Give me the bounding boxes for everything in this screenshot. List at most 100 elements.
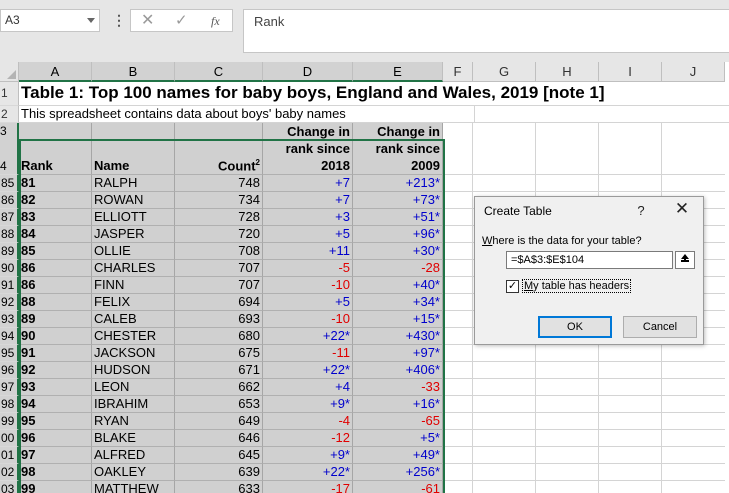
empty-cell[interactable] xyxy=(473,345,536,362)
cell-count[interactable]: 720 xyxy=(175,226,263,243)
cell-change-2018[interactable]: -17 xyxy=(263,481,353,493)
cell-rank[interactable]: 81 xyxy=(19,175,92,192)
cell-name[interactable]: IBRAHIM xyxy=(92,396,175,413)
empty-cell[interactable] xyxy=(443,464,473,481)
header-count[interactable]: Count2 xyxy=(175,123,263,175)
empty-cell[interactable] xyxy=(662,464,725,481)
empty-cell[interactable] xyxy=(662,396,725,413)
row-header[interactable]: 93 xyxy=(0,311,19,328)
col-header-h[interactable]: H xyxy=(536,62,599,82)
cell-name[interactable]: OAKLEY xyxy=(92,464,175,481)
cell-change-2018[interactable]: +22* xyxy=(263,362,353,379)
empty-cell[interactable] xyxy=(473,175,536,192)
cell-name[interactable]: JASPER xyxy=(92,226,175,243)
cancel-formula-icon[interactable]: ✕ xyxy=(141,12,155,29)
row-header[interactable]: 00 xyxy=(0,430,19,447)
empty-cell[interactable] xyxy=(536,362,599,379)
cell-change-2018[interactable]: -12 xyxy=(263,430,353,447)
col-header-c[interactable]: C xyxy=(175,62,263,82)
table-description[interactable]: This spreadsheet contains data about boy… xyxy=(19,106,475,123)
headers-checkbox-label[interactable]: My table has headers xyxy=(522,279,632,293)
row-header[interactable]: 86 xyxy=(0,192,19,209)
cell-name[interactable]: BLAKE xyxy=(92,430,175,447)
cell-change-2009[interactable]: +51* xyxy=(353,209,443,226)
empty-cell[interactable] xyxy=(599,481,662,493)
cell-name[interactable]: ALFRED xyxy=(92,447,175,464)
empty-cell[interactable] xyxy=(662,362,725,379)
cell-name[interactable]: HUDSON xyxy=(92,362,175,379)
empty-cell[interactable] xyxy=(443,481,473,493)
empty-cell[interactable] xyxy=(443,328,473,345)
cell-rank[interactable]: 96 xyxy=(19,430,92,447)
cell-count[interactable]: 633 xyxy=(175,481,263,493)
cell-count[interactable]: 707 xyxy=(175,260,263,277)
cell-count[interactable]: 675 xyxy=(175,345,263,362)
cell-rank[interactable]: 86 xyxy=(19,260,92,277)
empty-cell[interactable] xyxy=(443,413,473,430)
cell-count[interactable]: 694 xyxy=(175,294,263,311)
row-header[interactable]: 94 xyxy=(0,328,19,345)
col-header-d[interactable]: D xyxy=(263,62,353,82)
empty-cell[interactable] xyxy=(443,362,473,379)
cell-change-2018[interactable]: +7 xyxy=(263,175,353,192)
empty-cell[interactable] xyxy=(536,430,599,447)
empty-cell[interactable] xyxy=(599,175,662,192)
cell-change-2009[interactable]: +256* xyxy=(353,464,443,481)
cell-change-2018[interactable]: -10 xyxy=(263,277,353,294)
cell-count[interactable]: 748 xyxy=(175,175,263,192)
cell-name[interactable]: FINN xyxy=(92,277,175,294)
empty-cell[interactable] xyxy=(662,175,725,192)
cell-rank[interactable]: 90 xyxy=(19,328,92,345)
cell-count[interactable]: 645 xyxy=(175,447,263,464)
cell-change-2009[interactable]: +430* xyxy=(353,328,443,345)
empty-cell[interactable] xyxy=(599,464,662,481)
select-all-button[interactable] xyxy=(0,62,19,82)
header-rank[interactable]: Rank xyxy=(19,123,92,175)
cell-change-2018[interactable]: -10 xyxy=(263,311,353,328)
cell-rank[interactable]: 83 xyxy=(19,209,92,226)
empty-cell[interactable] xyxy=(662,481,725,493)
cell-change-2009[interactable]: -61 xyxy=(353,481,443,493)
empty-cell[interactable] xyxy=(599,396,662,413)
cell-change-2018[interactable]: +3 xyxy=(263,209,353,226)
empty-cell[interactable] xyxy=(443,294,473,311)
enter-formula-icon[interactable]: ✓ xyxy=(175,12,188,29)
row-header-2[interactable]: 2 xyxy=(0,106,19,123)
empty-cell[interactable] xyxy=(443,226,473,243)
close-icon[interactable]: ✕ xyxy=(674,199,690,218)
headers-checkbox[interactable]: ✓ xyxy=(506,280,519,293)
empty-cell[interactable] xyxy=(473,447,536,464)
cell-change-2009[interactable]: +40* xyxy=(353,277,443,294)
row-header[interactable]: 89 xyxy=(0,243,19,260)
col-header-j[interactable]: J xyxy=(662,62,725,82)
cell-rank[interactable]: 91 xyxy=(19,345,92,362)
col-header-e[interactable]: E xyxy=(353,62,443,82)
empty-cell[interactable] xyxy=(662,345,725,362)
row-header[interactable]: 92 xyxy=(0,294,19,311)
cell-change-2009[interactable]: +73* xyxy=(353,192,443,209)
empty-cell[interactable] xyxy=(443,192,473,209)
cell-rank[interactable]: 92 xyxy=(19,362,92,379)
empty-cell[interactable] xyxy=(443,209,473,226)
cell-count[interactable]: 707 xyxy=(175,277,263,294)
cancel-button[interactable]: Cancel xyxy=(623,316,697,338)
empty-cell[interactable] xyxy=(536,447,599,464)
cell-rank[interactable]: 93 xyxy=(19,379,92,396)
row-header[interactable]: 98 xyxy=(0,396,19,413)
cell-change-2018[interactable]: +22* xyxy=(263,464,353,481)
row-header[interactable]: 95 xyxy=(0,345,19,362)
empty-cell[interactable] xyxy=(443,243,473,260)
cell-count[interactable]: 649 xyxy=(175,413,263,430)
cell-change-2018[interactable]: +5 xyxy=(263,294,353,311)
cell-name[interactable]: CALEB xyxy=(92,311,175,328)
empty-cell[interactable] xyxy=(599,413,662,430)
empty-cell[interactable] xyxy=(475,106,729,123)
empty-cell[interactable] xyxy=(662,447,725,464)
row-header[interactable]: 87 xyxy=(0,209,19,226)
cell-change-2018[interactable]: +7 xyxy=(263,192,353,209)
cell-name[interactable]: LEON xyxy=(92,379,175,396)
row-header[interactable]: 85 xyxy=(0,175,19,192)
cell-change-2018[interactable]: +5 xyxy=(263,226,353,243)
col-header-i[interactable]: I xyxy=(599,62,662,82)
cell-name[interactable]: FELIX xyxy=(92,294,175,311)
